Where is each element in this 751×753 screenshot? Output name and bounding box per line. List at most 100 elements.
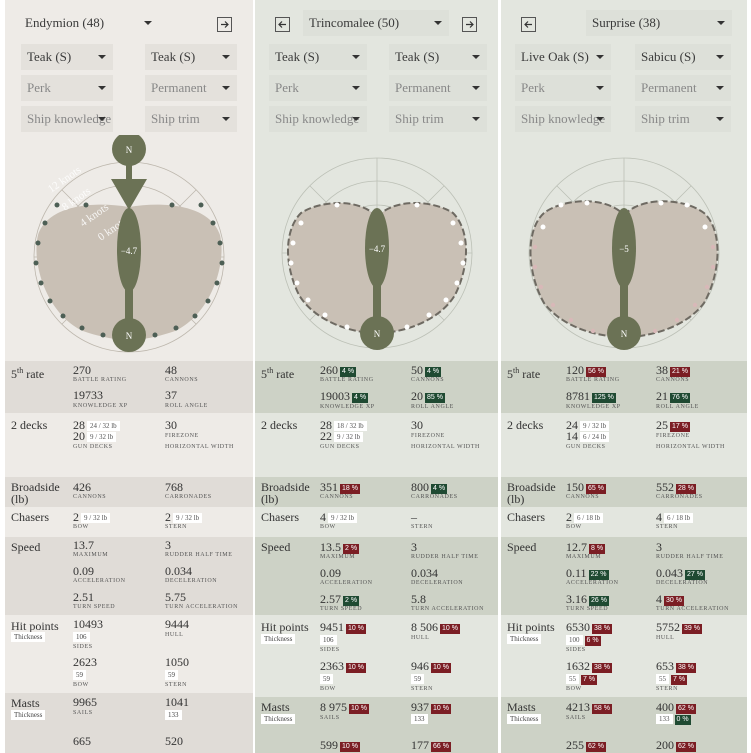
- battle-rating-value: 260 4 %: [320, 363, 357, 377]
- bow-caption: Bow: [73, 524, 89, 530]
- turn-accel-value: 5.75: [165, 590, 186, 604]
- masts-section: Masts Thickness 9965 Sails 1041 133 665 …: [5, 693, 253, 753]
- bow-thickness: 59: [320, 674, 333, 684]
- masts-value-4: 520: [165, 734, 183, 748]
- speed-polar-chart: 12 knots 8 knots 4 knots 0 knots N −4.7 …: [33, 135, 225, 353]
- roll-angle-caption: Roll angle: [165, 403, 208, 409]
- ship-select[interactable]: Trincomalee (50): [303, 10, 449, 36]
- masts-value-3: 599 10 %: [320, 738, 360, 752]
- bow-hp-value: 2363 10 %: [320, 659, 366, 673]
- sails-value: 8 975 10 %: [320, 700, 369, 714]
- next-ship-button[interactable]: [462, 17, 477, 32]
- wood-select-1[interactable]: Teak (S): [269, 44, 367, 70]
- firezone-value: 30: [165, 418, 177, 432]
- turn-speed-value: 2.51: [73, 590, 94, 604]
- prev-ship-button[interactable]: [275, 17, 290, 32]
- carronades-value: 552 28 %: [656, 480, 696, 494]
- ship-knowledge-select[interactable]: Ship knowledge: [515, 106, 611, 132]
- broadside-section: Broadside (lb) 150 65 % Cannons 552 28 % C…: [501, 477, 747, 507]
- deceleration-caption: Deceleration: [165, 578, 218, 584]
- chevron-down-icon: [596, 86, 604, 90]
- sides-caption: Sides: [566, 647, 586, 653]
- max-speed-value: 13.5 2 %: [320, 540, 360, 554]
- rudder-value: 3: [656, 540, 662, 554]
- speed-label: Speed: [261, 540, 291, 554]
- carronades-caption: Carronades: [165, 494, 212, 500]
- perk-select[interactable]: Perk: [515, 75, 611, 101]
- bow-thickness: 59: [73, 670, 86, 680]
- horizontal-width-caption: Horizontal width: [165, 444, 234, 450]
- carronades-value: 768: [165, 480, 183, 494]
- deceleration-value: 0.043 27 %: [656, 566, 705, 580]
- masts-label: Masts: [507, 700, 536, 714]
- acceleration-caption: Acceleration: [73, 578, 126, 584]
- wood-select-1[interactable]: Live Oak (S): [515, 44, 611, 70]
- speed-polar-chart: −4.7 N: [281, 157, 473, 350]
- wood-select-1[interactable]: Teak (S): [21, 44, 113, 70]
- firezone-caption: Firezone: [656, 433, 690, 439]
- perk-select[interactable]: Perk: [21, 75, 113, 101]
- bottom-value: 937 10 %: [411, 700, 451, 714]
- broadside-cannons-value: 150 65 %: [566, 480, 606, 494]
- speed-label: Speed: [507, 540, 537, 554]
- ship-select[interactable]: Endymion (48): [19, 10, 159, 36]
- permanent-select[interactable]: Permanent: [635, 75, 731, 101]
- ship-select[interactable]: Surprise (38): [586, 10, 732, 36]
- speed-section: Speed 13.7 Maximum 3 Rudder half time 0.…: [5, 537, 253, 615]
- broadside-cannons-value: 351 18 %: [320, 480, 360, 494]
- hitpoints-section: Hit points Thickness 9451 10 % 106 Sides …: [255, 615, 498, 697]
- sails-caption: Sails: [566, 715, 586, 721]
- prev-ship-button[interactable]: [521, 17, 536, 32]
- rate-label: 5th rate: [11, 366, 45, 381]
- chevron-down-icon: [98, 117, 106, 121]
- rudder-caption: Rudder half time: [165, 552, 233, 558]
- wood-select-2[interactable]: Teak (S): [389, 44, 487, 70]
- firezone-value: 25 17 %: [656, 418, 690, 432]
- gun-deck-1: 24 9 / 32 lb: [566, 419, 610, 431]
- chasers-label: Chasers: [11, 510, 49, 524]
- ship-trim-select[interactable]: Ship trim: [145, 106, 237, 132]
- max-speed-value: 13.7: [73, 538, 94, 552]
- ship-center-value: −4.7: [121, 246, 138, 256]
- stern-hp-value: 653 38 %: [656, 659, 696, 673]
- maximum-caption: Maximum: [73, 552, 109, 558]
- hitpoints-label: Hit points: [261, 620, 309, 634]
- ship-knowledge-select[interactable]: Ship knowledge: [269, 106, 367, 132]
- stern-hp-caption: Stern: [411, 686, 434, 692]
- wood-select-2[interactable]: Teak (S): [145, 44, 237, 70]
- speed-section: Speed 12.7 8 % Maximum 3 Rudder half time…: [501, 537, 747, 615]
- sails-caption: Sails: [73, 710, 93, 716]
- ship-knowledge-select[interactable]: Ship knowledge: [21, 106, 113, 132]
- wood-select-2[interactable]: Sabicu (S): [635, 44, 731, 70]
- turn-accel-caption: Turn acceleration: [656, 606, 730, 612]
- permanent-select[interactable]: Permanent: [145, 75, 237, 101]
- rate-section: 5th rate 270 Battle rating 48 Cannons 19…: [5, 361, 253, 413]
- hull-caption: Hull: [656, 635, 675, 641]
- turn-speed-caption: Turn speed: [73, 604, 116, 610]
- sails-caption: Sails: [320, 715, 340, 721]
- knowledge-xp-value: 19003 4 %: [320, 389, 369, 403]
- ship-trim-select[interactable]: Ship trim: [635, 106, 731, 132]
- ship-trim-select[interactable]: Ship trim: [389, 106, 487, 132]
- next-ship-button[interactable]: [217, 17, 232, 32]
- cannons-value: 50 4 %: [411, 363, 442, 377]
- deceleration-value: 0.034: [165, 564, 192, 578]
- decks-section: 2 decks 28 18 / 32 lb 22 9 / 32 lb Gun dec…: [255, 413, 498, 477]
- rudder-value: 3: [411, 540, 417, 554]
- knowledge-xp-value: 19733: [73, 388, 103, 402]
- max-speed-value: 12.7 8 %: [566, 540, 606, 554]
- chevron-down-icon: [716, 117, 724, 121]
- roll-angle-value: 21 76 %: [656, 389, 690, 403]
- perk-select[interactable]: Perk: [269, 75, 367, 101]
- decks-label: 2 decks: [507, 418, 544, 432]
- stern-hp-value: 1050: [165, 655, 189, 669]
- knowledge-xp-value: 8781 125 %: [566, 389, 616, 403]
- permanent-select[interactable]: Permanent: [389, 75, 487, 101]
- cannons-caption: Cannons: [165, 377, 199, 383]
- ship-select-value: Endymion (48): [25, 15, 105, 30]
- bottom-thickness: 133: [411, 714, 428, 724]
- gun-deck-2: 20 9 / 32 lb: [73, 430, 117, 442]
- decks-label: 2 decks: [11, 418, 48, 432]
